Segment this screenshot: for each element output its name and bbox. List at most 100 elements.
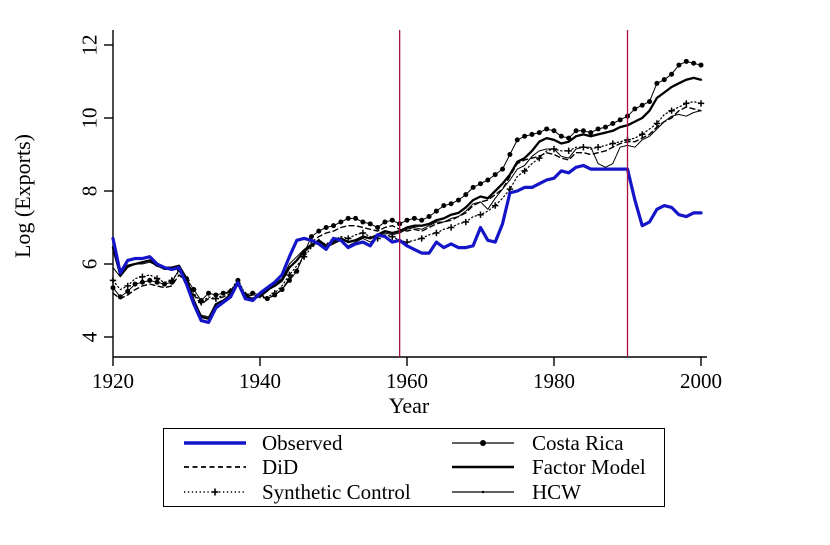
legend-item-observed: Observed xyxy=(182,432,450,454)
marker-dot-costa-rica xyxy=(558,133,564,139)
exports-chart: Log (Exports) Year 4 6 8 10 12 1920 1940 1960 19… xyxy=(10,30,722,418)
legend-row: DiD Factor Model xyxy=(182,455,664,479)
x-axis-label: Year xyxy=(389,393,430,418)
marker-plus-synthetic-control xyxy=(683,100,690,107)
marker-dot-costa-rica xyxy=(463,192,469,198)
legend: Observed Costa Rica DiD Factor Model Synthet… xyxy=(163,428,665,507)
y-tick-label: 10 xyxy=(77,108,101,129)
series-line-costa-rica xyxy=(112,60,702,301)
marker-dot-costa-rica xyxy=(316,228,322,234)
marker-dot-costa-rica xyxy=(544,126,550,132)
marker-dot-costa-rica xyxy=(301,250,307,256)
marker-dot-costa-rica xyxy=(573,128,579,134)
marker-plus-synthetic-control xyxy=(477,211,484,218)
legend-swatch-synthetic-control xyxy=(182,482,248,502)
series-lines xyxy=(109,58,705,324)
marker-dot-costa-rica xyxy=(125,288,131,294)
marker-dot-costa-rica xyxy=(213,292,219,298)
marker-dot-costa-rica xyxy=(441,203,447,209)
marker-dot-costa-rica xyxy=(514,137,520,143)
marker-dot-costa-rica xyxy=(632,106,638,112)
marker-dot-costa-rica xyxy=(147,277,153,283)
marker-dot-costa-rica xyxy=(691,60,697,66)
marker-dot-costa-rica xyxy=(353,215,359,221)
legend-swatch-icon xyxy=(452,466,514,469)
y-axis-label: Log (Exports) xyxy=(10,134,35,258)
marker-dot-costa-rica xyxy=(132,281,138,287)
marker-dot-costa-rica xyxy=(382,219,388,225)
marker-dot-costa-rica xyxy=(272,292,278,298)
marker-dot-costa-rica xyxy=(419,217,425,223)
marker-dot-costa-rica xyxy=(529,131,535,137)
marker-dot-costa-rica xyxy=(448,201,454,207)
marker-dot-costa-rica xyxy=(139,279,145,285)
legend-swatch-factor-model xyxy=(450,457,516,477)
marker-dot-costa-rica xyxy=(566,135,572,141)
marker-dot-costa-rica xyxy=(485,177,491,183)
legend-swatch-icon xyxy=(184,488,246,496)
marker-dot-costa-rica xyxy=(198,298,204,303)
legend-item-synthetic-control: Synthetic Control xyxy=(182,481,450,503)
legend-swatch-observed xyxy=(182,433,248,453)
legend-label-did: DiD xyxy=(262,455,299,480)
marker-plus-synthetic-control xyxy=(609,140,616,147)
marker-dot-costa-rica xyxy=(426,214,432,220)
marker-dot-costa-rica xyxy=(360,219,366,225)
legend-item-hcw: HCW xyxy=(450,481,650,503)
marker-plus-synthetic-control xyxy=(697,100,705,107)
marker-dot-costa-rica xyxy=(308,234,314,240)
marker-dot-costa-rica xyxy=(110,285,116,291)
marker-dot-costa-rica xyxy=(610,120,616,126)
series-line-did xyxy=(112,106,702,305)
legend-swatch-icon xyxy=(184,441,246,445)
marker-plus-synthetic-control xyxy=(639,131,646,138)
legend-item-factor-model: Factor Model xyxy=(450,456,650,478)
x-tick-label: 1920 xyxy=(92,369,134,393)
x-tick-label: 1980 xyxy=(533,369,575,393)
y-tick-label: 6 xyxy=(77,259,101,270)
marker-dot-costa-rica xyxy=(389,217,395,223)
legend-item-did: DiD xyxy=(182,456,450,478)
marker-dot-costa-rica xyxy=(661,77,667,83)
marker-dot-costa-rica xyxy=(470,184,476,190)
marker-dot-costa-rica xyxy=(676,62,682,68)
marker-dot-costa-rica xyxy=(279,287,285,293)
x-tick-label: 1940 xyxy=(239,369,281,393)
marker-dot-costa-rica xyxy=(522,133,528,139)
marker-dot-costa-rica xyxy=(323,225,329,230)
marker-dot-costa-rica xyxy=(455,197,461,203)
y-tick-label: 4 xyxy=(77,331,101,342)
marker-dot-costa-rica xyxy=(404,217,410,223)
marker-dot-costa-rica xyxy=(220,290,226,296)
series-line-observed xyxy=(111,163,703,324)
marker-dot-costa-rica xyxy=(117,294,123,300)
series-line-factor-model xyxy=(111,76,703,320)
legend-swatch-did xyxy=(182,457,248,477)
marker-dot-costa-rica xyxy=(338,219,344,225)
marker-dot-costa-rica xyxy=(507,152,513,157)
legend-label-factor-model: Factor Model xyxy=(532,455,646,480)
legend-label-observed: Observed xyxy=(262,431,343,456)
marker-plus-synthetic-control xyxy=(359,229,367,237)
marker-dot-costa-rica xyxy=(294,268,300,274)
legend-row: Synthetic Control HCW xyxy=(182,480,664,504)
marker-plus-synthetic-control xyxy=(536,154,543,162)
legend-label-synthetic-control: Synthetic Control xyxy=(262,479,411,504)
marker-dot-costa-rica xyxy=(161,281,167,287)
marker-dot-costa-rica xyxy=(639,102,645,108)
marker-dot-costa-rica xyxy=(433,208,439,214)
marker-dot-costa-rica xyxy=(595,126,601,132)
marker-plus-synthetic-control xyxy=(447,224,455,231)
marker-plus-synthetic-control xyxy=(462,218,469,226)
legend-row: Observed Costa Rica xyxy=(182,431,664,455)
marker-plus-synthetic-control xyxy=(565,147,572,155)
marker-dot-costa-rica xyxy=(478,181,483,187)
marker-dot-costa-rica xyxy=(580,128,586,134)
marker-plus-synthetic-control xyxy=(345,235,352,242)
marker-plus-synthetic-control xyxy=(653,120,661,127)
marker-dot-costa-rica xyxy=(588,130,594,136)
legend-swatch-icon xyxy=(452,440,514,447)
marker-dot-costa-rica xyxy=(551,128,557,134)
marker-dot-costa-rica xyxy=(331,223,336,229)
marker-dot-costa-rica xyxy=(154,279,160,285)
